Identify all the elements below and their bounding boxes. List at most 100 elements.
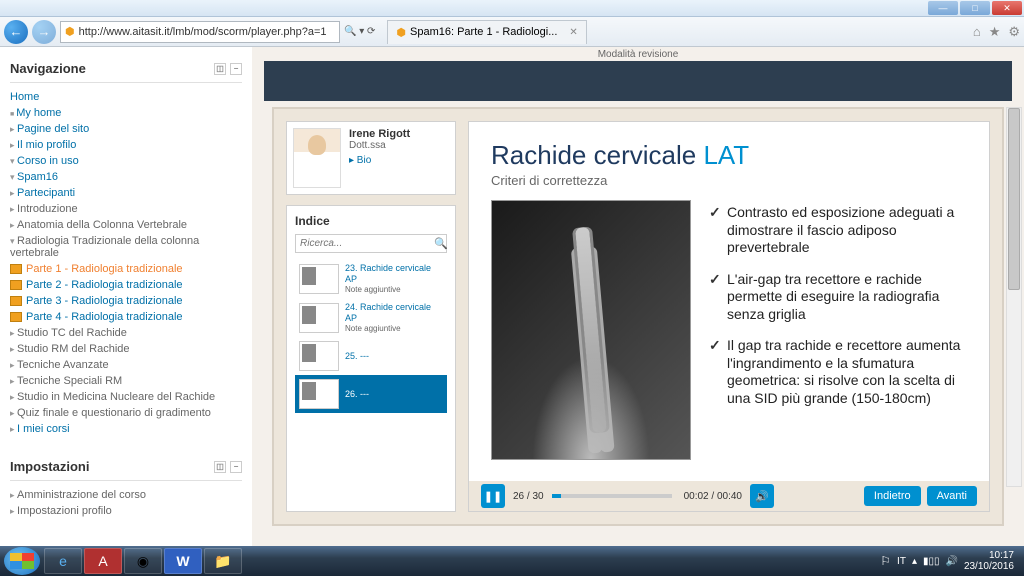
thumbnail-item[interactable]: 24. Rachide cervicale APNote aggiuntive [295, 298, 447, 337]
nav-item[interactable]: Quiz finale e questionario di gradimento [17, 407, 211, 419]
url-text: http://www.aitasit.it/lmb/mod/scorm/play… [79, 26, 327, 38]
slide-title-main: Rachide cervicale [491, 140, 703, 170]
tray-volume-icon[interactable]: 🔊 [945, 556, 957, 567]
tools-icon[interactable]: ⚙ [1008, 24, 1020, 40]
bullet-item: L'air-gap tra recettore e rachide permet… [709, 267, 967, 334]
presenter-bio-link[interactable]: ▸ Bio [349, 155, 410, 166]
search-dropdown-icon[interactable]: 🔍 ▾ ⟳ [344, 26, 375, 37]
nav-item[interactable]: Parte 2 - Radiologia tradizionale [26, 279, 183, 291]
index-search[interactable]: 🔍 [295, 234, 447, 253]
address-bar[interactable]: ⬢ http://www.aitasit.it/lmb/mod/scorm/pl… [60, 21, 340, 43]
search-icon[interactable]: 🔍 [434, 237, 448, 250]
nav-item[interactable]: I miei corsi [17, 423, 70, 435]
nav-tree: Home My home Pagine del sito Il mio profil… [10, 83, 242, 443]
taskbar-chrome-icon[interactable]: ◉ [124, 548, 162, 574]
thumbnail-item[interactable]: 25. --- [295, 337, 447, 375]
thumbnail-item[interactable]: 23. Rachide cervicale APNote aggiuntive [295, 259, 447, 298]
back-button[interactable]: ← [4, 20, 28, 44]
volume-button[interactable]: 🔊 [750, 484, 774, 508]
presenter-title: Dott.ssa [349, 140, 410, 151]
window-minimize[interactable]: — [928, 1, 958, 15]
pause-button[interactable]: ❚❚ [481, 484, 505, 508]
thumbnail-item[interactable]: 26. --- [295, 375, 447, 413]
site-favicon: ⬢ [65, 25, 75, 38]
thumbnail-image [299, 264, 339, 294]
main-content: Modalità revisione Irene Rigott Dott.ssa… [252, 47, 1024, 546]
thumbnail-label: 24. Rachide cervicale APNote aggiuntive [345, 302, 443, 333]
tab-close-icon[interactable]: ✕ [569, 27, 577, 38]
progress-track[interactable] [552, 494, 672, 498]
browser-tab[interactable]: ⬢ Spam16: Parte 1 - Radiologi... ✕ [387, 20, 586, 44]
thumbnail-label: 25. --- [345, 351, 369, 362]
thumbnail-label: 26. --- [345, 389, 369, 400]
slide-subtitle: Criteri di correttezza [491, 173, 967, 188]
nav-title-text: Navigazione [10, 61, 86, 76]
block-collapse-icon[interactable]: − [230, 63, 242, 75]
nav-item[interactable]: My home [16, 107, 61, 119]
block-collapse-icon[interactable]: − [230, 461, 242, 473]
presenter-avatar [293, 128, 341, 188]
tray-chevron-icon[interactable]: ▴ [912, 556, 917, 567]
nav-item[interactable]: Il mio profilo [17, 139, 76, 151]
tab-favicon: ⬢ [396, 26, 406, 39]
thumbnail-image [299, 303, 339, 333]
nav-item[interactable]: Pagine del sito [17, 123, 89, 135]
nav-home[interactable]: Home [10, 91, 39, 103]
prev-button[interactable]: Indietro [864, 486, 921, 506]
bullet-item: Contrasto ed esposizione adeguati a dimo… [709, 200, 967, 267]
nav-item[interactable]: Anatomia della Colonna Vertebrale [17, 219, 187, 231]
settings-item[interactable]: Impostazioni profilo [17, 505, 112, 517]
presenter-profile: Irene Rigott Dott.ssa ▸ Bio [286, 121, 456, 195]
nav-item[interactable]: Introduzione [17, 203, 78, 215]
tab-title: Spam16: Parte 1 - Radiologi... [410, 26, 557, 38]
taskbar: e A ◉ W 📁 ⚐ IT ▴ ▮▯▯ 🔊 10:17 23/10/2016 [0, 546, 1024, 576]
nav-item[interactable]: Parte 1 - Radiologia tradizionale [26, 263, 183, 275]
scorm-player: Irene Rigott Dott.ssa ▸ Bio Indice 🔍 23.… [272, 107, 1004, 526]
taskbar-pdf-icon[interactable]: A [84, 548, 122, 574]
thumbnail-label: 23. Rachide cervicale APNote aggiuntive [345, 263, 443, 294]
nav-item[interactable]: Parte 3 - Radiologia tradizionale [26, 295, 183, 307]
page-content: Navigazione ◫− Home My homePagine del si… [0, 47, 1024, 546]
settings-item[interactable]: Amministrazione del corso [17, 489, 146, 501]
nav-item[interactable]: Corso in uso [17, 155, 79, 167]
nav-item[interactable]: Studio in Medicina Nucleare del Rachide [17, 391, 215, 403]
index-panel: Indice 🔍 23. Rachide cervicale APNote ag… [286, 205, 456, 512]
nav-item[interactable]: Tecniche Speciali RM [17, 375, 122, 387]
block-dock-icon[interactable]: ◫ [214, 63, 226, 75]
taskbar-ie-icon[interactable]: e [44, 548, 82, 574]
window-maximize[interactable]: □ [960, 1, 990, 15]
nav-item[interactable]: Radiologia Tradizionale della colonna ve… [10, 235, 199, 259]
slide-title: Rachide cervicale LAT [491, 140, 967, 171]
tray-network-icon[interactable]: ▮▯▯ [923, 556, 940, 567]
sidebar: Navigazione ◫− Home My homePagine del si… [0, 47, 252, 546]
start-button[interactable] [4, 547, 40, 575]
mode-label: Modalità revisione [598, 49, 679, 60]
search-input[interactable] [300, 237, 434, 250]
next-button[interactable]: Avanti [927, 486, 977, 506]
nav-item[interactable]: Tecniche Avanzate [17, 359, 109, 371]
block-dock-icon[interactable]: ◫ [214, 461, 226, 473]
tray-flag-icon[interactable]: ⚐ [880, 554, 891, 568]
taskbar-word-icon[interactable]: W [164, 548, 202, 574]
header-band [264, 61, 1012, 101]
settings-title-text: Impostazioni [10, 459, 89, 474]
nav-item[interactable]: Studio TC del Rachide [17, 327, 127, 339]
home-icon[interactable]: ⌂ [973, 24, 981, 40]
tray-lang[interactable]: IT [897, 556, 906, 567]
url-controls: 🔍 ▾ ⟳ [344, 26, 375, 37]
tray-clock[interactable]: 10:17 23/10/2016 [964, 550, 1014, 572]
nav-item[interactable]: Parte 4 - Radiologia tradizionale [26, 311, 183, 323]
forward-button[interactable]: → [32, 20, 56, 44]
slide-title-accent: LAT [703, 140, 749, 170]
slide-area: Rachide cervicale LAT Criteri di corrett… [468, 121, 990, 512]
nav-item[interactable]: Studio RM del Rachide [17, 343, 130, 355]
thumbnail-list: 23. Rachide cervicale APNote aggiuntive 2… [295, 259, 447, 503]
taskbar-explorer-icon[interactable]: 📁 [204, 548, 242, 574]
scrollbar[interactable] [1006, 107, 1022, 487]
settings-block-title: Impostazioni ◫− [10, 453, 242, 481]
favorites-icon[interactable]: ★ [989, 24, 1001, 40]
slide-bullets: Contrasto ed esposizione adeguati a dimo… [709, 200, 967, 460]
nav-item[interactable]: Partecipanti [17, 187, 75, 199]
window-close[interactable]: ✕ [992, 1, 1022, 15]
nav-item[interactable]: Spam16 [17, 171, 58, 183]
